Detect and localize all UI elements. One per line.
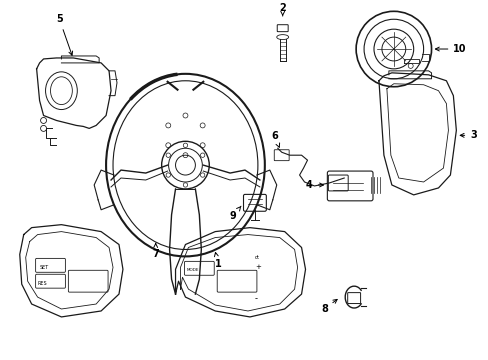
Text: +: + bbox=[254, 264, 260, 270]
Text: RES: RES bbox=[38, 281, 47, 286]
Text: 10: 10 bbox=[434, 44, 466, 54]
Text: 5: 5 bbox=[56, 14, 72, 55]
Text: 6: 6 bbox=[271, 131, 279, 147]
Text: ot: ot bbox=[254, 255, 260, 260]
Text: 7: 7 bbox=[152, 243, 159, 260]
Text: 3: 3 bbox=[459, 130, 476, 140]
Text: -: - bbox=[254, 294, 257, 303]
Text: 1: 1 bbox=[214, 252, 221, 269]
Text: 4: 4 bbox=[305, 180, 323, 190]
Text: 8: 8 bbox=[320, 300, 336, 314]
Text: MODE: MODE bbox=[186, 268, 199, 272]
Text: 9: 9 bbox=[229, 206, 241, 221]
Text: SET: SET bbox=[40, 265, 49, 270]
Text: 2: 2 bbox=[279, 3, 285, 16]
